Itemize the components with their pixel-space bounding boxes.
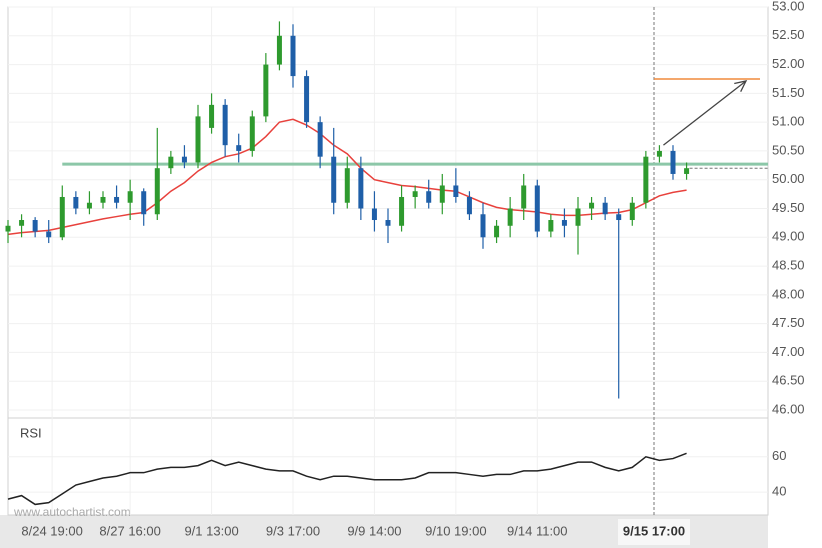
- arrow-head: [734, 80, 748, 93]
- y-tick-label: 47.50: [772, 315, 805, 330]
- candle-body: [168, 156, 174, 169]
- x-tick-label: 9/3 17:00: [266, 523, 320, 538]
- x-tick-label: 8/27 16:00: [99, 523, 160, 538]
- y-tick-label: 49.50: [772, 200, 805, 215]
- candle-body: [100, 196, 106, 203]
- rsi-label: RSI: [20, 425, 42, 440]
- y-tick-label: 50.00: [772, 171, 805, 186]
- candle-body: [466, 196, 472, 215]
- candle-body: [222, 104, 228, 146]
- candle-body: [317, 122, 323, 157]
- candle-body: [371, 208, 377, 221]
- candle-body: [453, 185, 459, 197]
- candle-body: [236, 145, 242, 151]
- candle-body: [331, 156, 337, 203]
- candle-body: [426, 191, 432, 203]
- candle-body: [412, 191, 418, 197]
- moving-average: [7, 118, 687, 236]
- y-tick-label: 48.00: [772, 286, 805, 301]
- y-tick-label: 49.00: [772, 229, 805, 244]
- candle-body: [494, 225, 500, 238]
- candle-body: [534, 185, 540, 232]
- y-tick-label: 40: [772, 484, 786, 499]
- candle-body: [575, 208, 581, 226]
- y-tick-label: 52.00: [772, 56, 805, 71]
- candle-body: [507, 208, 513, 226]
- candle-body: [548, 220, 554, 232]
- candle-body: [684, 168, 690, 174]
- candle-body: [561, 220, 567, 226]
- candle-body: [276, 35, 282, 65]
- x-tick-label: 9/9 14:00: [347, 523, 401, 538]
- y-tick-label: 48.50: [772, 258, 805, 273]
- candle-body: [439, 185, 445, 203]
- watermark: www.autochartist.com: [13, 505, 131, 519]
- candle-body: [19, 220, 25, 226]
- candle-body: [141, 191, 147, 215]
- candle-body: [344, 168, 350, 203]
- candle-body: [480, 214, 486, 238]
- candle-body: [589, 202, 595, 209]
- x-tick-label: 9/15 17:00: [623, 523, 685, 538]
- candle-body: [670, 150, 676, 174]
- candle-body: [181, 156, 187, 163]
- candle-body: [73, 196, 79, 209]
- candle-body: [602, 202, 608, 215]
- forecast-arrow: [663, 80, 747, 146]
- y-tick-label: 51.00: [772, 114, 805, 129]
- candle-body: [32, 220, 38, 232]
- candle-body: [114, 196, 120, 203]
- y-tick-label: 51.50: [772, 85, 805, 100]
- candle-body: [643, 156, 649, 203]
- candle-body: [209, 104, 215, 128]
- candle-body: [304, 76, 310, 123]
- candle-body: [616, 214, 622, 221]
- candle-body: [290, 35, 296, 77]
- candle-body: [5, 225, 11, 232]
- y-tick-label: 46.50: [772, 373, 805, 388]
- candle-body: [154, 168, 160, 215]
- y-tick-label: 60: [772, 448, 786, 463]
- y-tick-label: 50.50: [772, 142, 805, 157]
- candle-body: [59, 196, 65, 238]
- candle-body: [249, 116, 255, 151]
- candle-body: [521, 185, 527, 209]
- candle-body: [127, 191, 133, 203]
- candle-body: [46, 231, 52, 238]
- candle-body: [195, 116, 201, 163]
- y-tick-label: 53.00: [772, 0, 805, 13]
- y-tick-label: 47.00: [772, 344, 805, 359]
- candle-body: [399, 196, 405, 226]
- candle-body: [385, 220, 391, 226]
- current-time-box: [618, 519, 690, 545]
- y-tick-label: 52.50: [772, 27, 805, 42]
- y-tick-label: 46.00: [772, 401, 805, 416]
- x-tick-label: 9/14 11:00: [507, 523, 567, 538]
- x-tick-label: 9/10 19:00: [425, 523, 486, 538]
- x-tick-label: 9/1 13:00: [184, 523, 238, 538]
- x-tick-label: 8/24 19:00: [21, 523, 82, 538]
- rsi-line: [7, 452, 687, 506]
- candle-body: [358, 168, 364, 209]
- candle-body: [263, 64, 269, 117]
- candle-body: [86, 202, 92, 209]
- candle-body: [629, 202, 635, 221]
- candle-body: [656, 150, 662, 157]
